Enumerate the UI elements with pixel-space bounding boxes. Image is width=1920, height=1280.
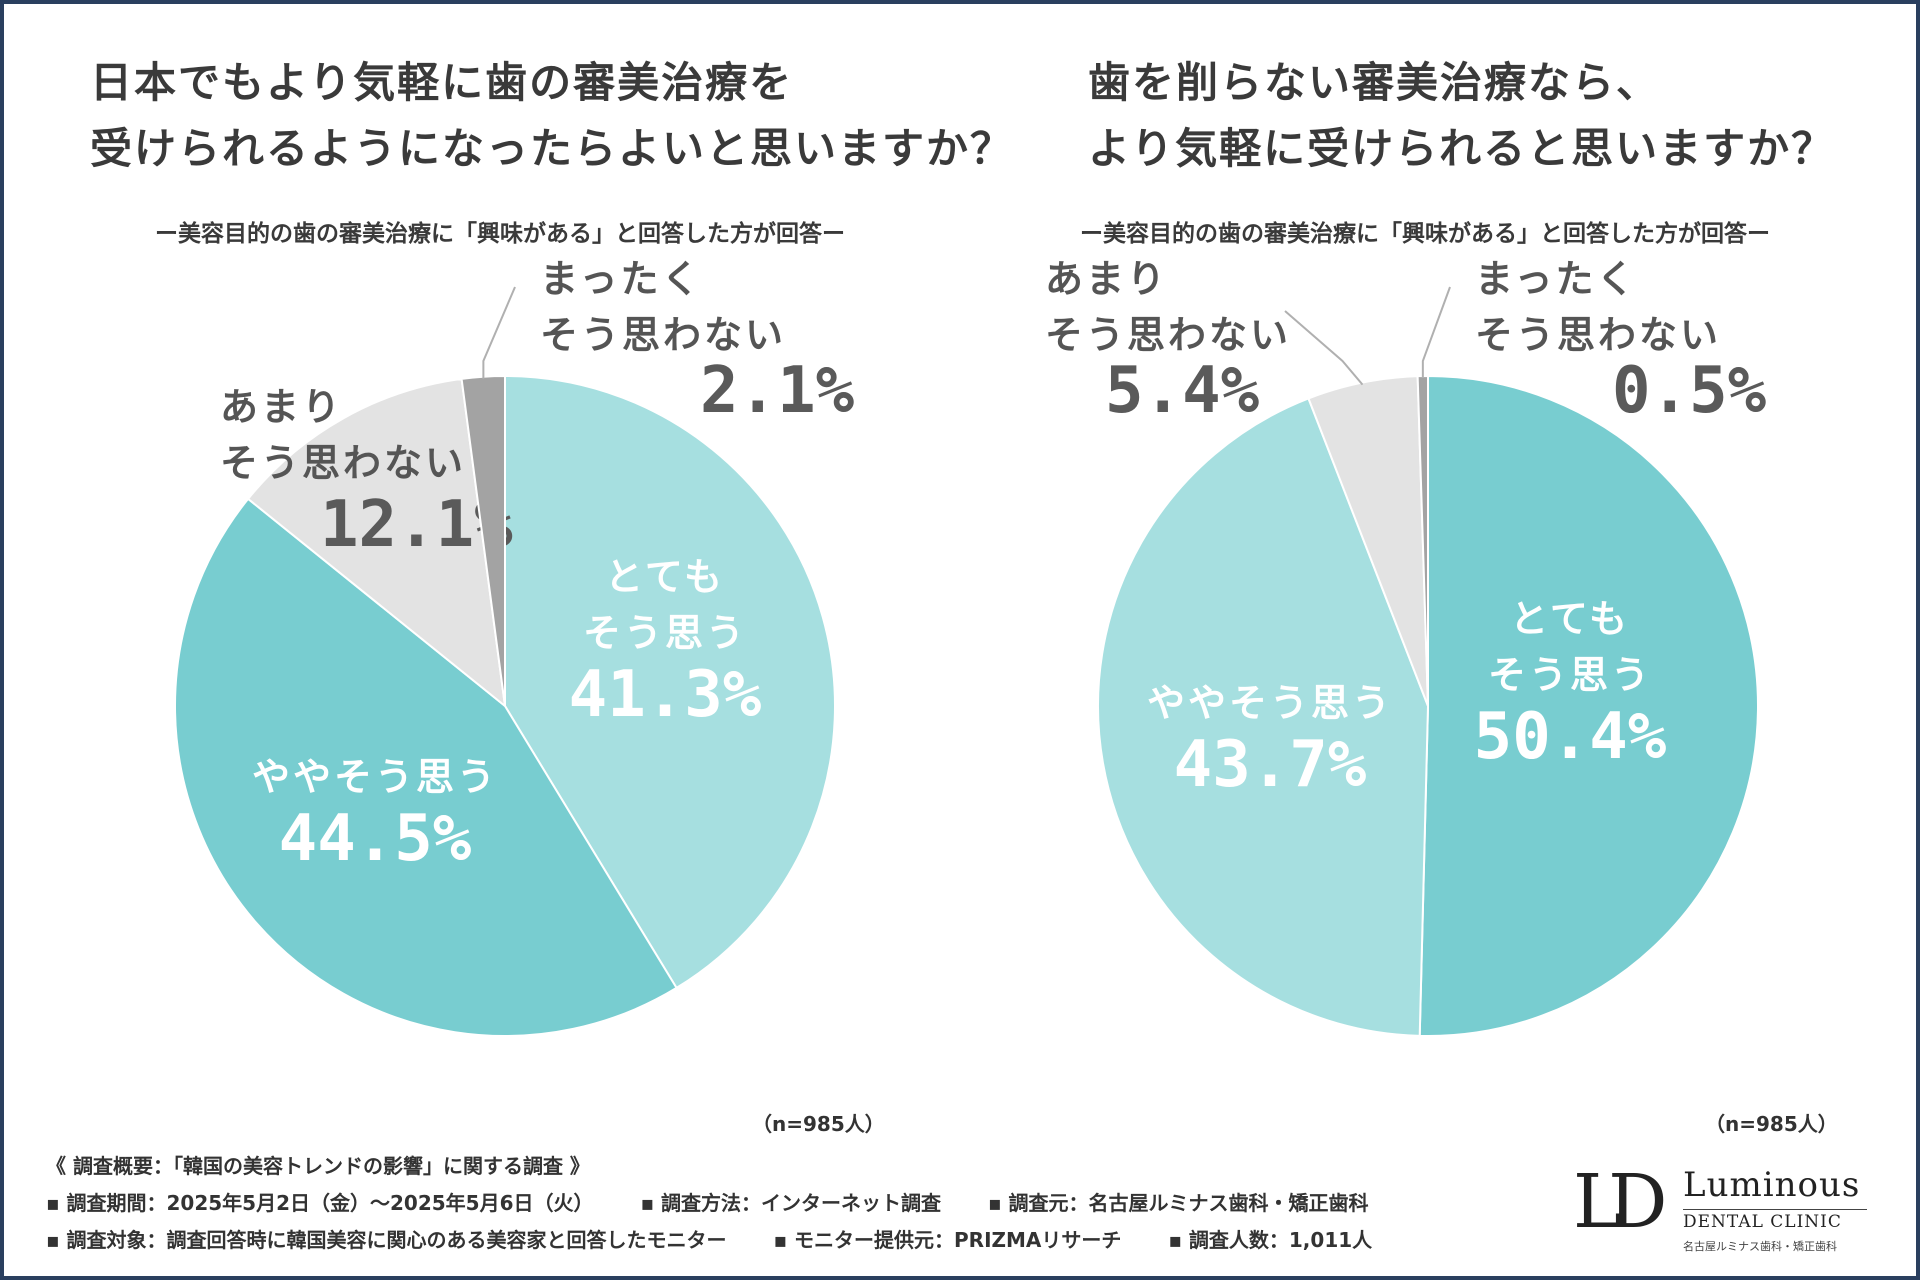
survey-summary: 《 調査概要：「韓国の美容トレンドの影響」に関する調査 》 ▪ 調査期間：202… bbox=[46, 1148, 1412, 1259]
pie-2-slice-3-label-1: あまり bbox=[1045, 257, 1168, 301]
chart-1-title: 日本でもより気軽に歯の審美治療を 受けられるようになったらよいと思いますか？ bbox=[90, 50, 1014, 182]
pie-2-slice-2-value: 43.7% bbox=[1174, 728, 1367, 802]
pie-1-slice-4-leader-line bbox=[482, 286, 516, 379]
logo-mark: LD bbox=[1573, 1159, 1668, 1245]
chart-2-title: 歯を削らない審美治療なら、 より気軽に受けられると思いますか？ bbox=[1088, 50, 1835, 182]
pie-1-slice-1-value: 41.3% bbox=[569, 658, 762, 732]
pie-2-slice-1-value: 50.4% bbox=[1474, 700, 1667, 774]
survey-source: ▪ 調査元：名古屋ルミナス歯科・矯正歯科 bbox=[987, 1191, 1369, 1215]
pie-1-slice-3 bbox=[246, 377, 507, 709]
chart-1-subtitle: ー美容目的の歯の審美治療に「興味がある」と回答した方が回答ー bbox=[155, 221, 845, 247]
pie-2-slice-3-value: 5.4% bbox=[1105, 354, 1260, 428]
pie-2-slice-2 bbox=[1097, 397, 1430, 1037]
pie-chart-2: とてもそう思う50.4%ややそう思う43.7%あまりそう思わない5.4%まったく… bbox=[1045, 257, 1767, 1037]
chart-1-sample-size: （n=985人） bbox=[752, 1112, 885, 1136]
pie-1-slice-1-label-1: とても bbox=[605, 555, 725, 599]
pie-1-slice-3-label-2: そう思わない bbox=[220, 441, 466, 485]
pie-1-slice-3-label-1: あまり bbox=[220, 385, 343, 429]
pie-1-slice-4-label-1: まったく bbox=[540, 257, 702, 301]
pie-2-slice-1-label-1: とても bbox=[1510, 597, 1630, 641]
pie-1-slice-4-label-2: そう思わない bbox=[540, 313, 786, 357]
pie-2-slice-3-leader-line bbox=[1284, 310, 1364, 386]
pie-1-slice-2 bbox=[174, 497, 678, 1037]
survey-row-1: ▪ 調査期間：2025年5月2日（金）～2025年5月6日（火） ▪ 調査方法：… bbox=[46, 1185, 1412, 1222]
pie-2-slice-1 bbox=[1418, 374, 1759, 1037]
chart-1-title-line-2: 受けられるようになったらよいと思いますか？ bbox=[90, 124, 1015, 173]
pie-2-slice-4-value: 0.5% bbox=[1612, 354, 1767, 428]
pie-2-slice-4-label-2: そう思わない bbox=[1475, 313, 1721, 357]
chart-2-title-line-1: 歯を削らない審美治療なら、 bbox=[1088, 58, 1661, 107]
pie-2-slice-1-label-2: そう思う bbox=[1488, 653, 1652, 697]
survey-target: ▪ 調査対象：調査回答時に韓国美容に関心のある美容家と回答したモニター bbox=[46, 1228, 727, 1252]
pie-1-slice-2-value: 44.5% bbox=[279, 802, 472, 876]
pie-chart-1: とてもそう思う41.3%ややそう思う44.5%あまりそう思わない12.1%まった… bbox=[174, 257, 855, 1037]
pie-2-slice-4-leader-line bbox=[1421, 286, 1451, 379]
survey-provider: ▪ モニター提供元：PRIZMAリサーチ bbox=[773, 1228, 1122, 1252]
survey-count: ▪ 調査人数：1,011人 bbox=[1168, 1228, 1373, 1252]
chart-2-title-line-2: より気軽に受けられると思いますか？ bbox=[1088, 124, 1836, 173]
survey-method: ▪ 調査方法：インターネット調査 bbox=[640, 1191, 942, 1215]
pie-2-slice-2-label-1: ややそう思う bbox=[1147, 681, 1393, 725]
pie-1-slice-1-label-2: そう思う bbox=[583, 611, 747, 655]
logo-name: Luminous bbox=[1683, 1165, 1861, 1205]
chart-2-sample-size: （n=985人） bbox=[1705, 1112, 1838, 1136]
logo-japanese-name: 名古屋ルミナス歯科・矯正歯科 bbox=[1683, 1240, 1837, 1253]
pie-1-slice-4-value: 2.1% bbox=[700, 354, 855, 428]
chart-1-title-line-1: 日本でもより気軽に歯の審美治療を bbox=[90, 58, 794, 107]
survey-period: ▪ 調査期間：2025年5月2日（金）～2025年5月6日（火） bbox=[46, 1191, 594, 1215]
survey-heading: 《 調査概要：「韓国の美容トレンドの影響」に関する調査 》 bbox=[46, 1154, 590, 1178]
clinic-logo: LD Luminous DENTAL CLINIC 名古屋ルミナス歯科・矯正歯科 bbox=[1555, 1135, 1885, 1263]
survey-row-2: ▪ 調査対象：調査回答時に韓国美容に関心のある美容家と回答したモニター ▪ モニ… bbox=[46, 1222, 1412, 1259]
pie-2-slice-3-label-2: そう思わない bbox=[1045, 313, 1291, 357]
pie-1-slice-1 bbox=[504, 374, 836, 990]
pie-2-slice-4-label-1: まったく bbox=[1475, 257, 1637, 301]
logo-subtitle: DENTAL CLINIC bbox=[1683, 1209, 1867, 1232]
pie-1-slice-2-label-1: ややそう思う bbox=[252, 755, 498, 799]
chart-2-subtitle: ー美容目的の歯の審美治療に「興味がある」と回答した方が回答ー bbox=[1080, 221, 1770, 247]
